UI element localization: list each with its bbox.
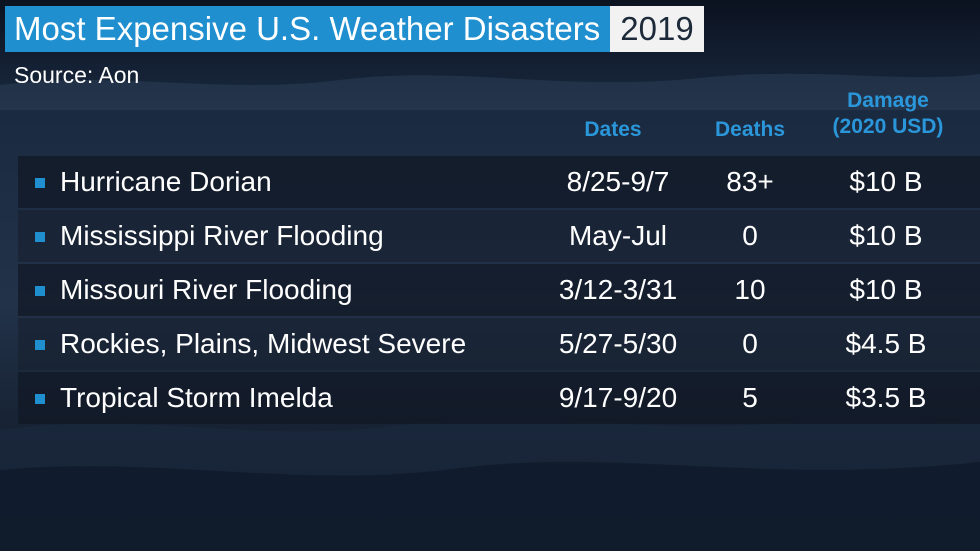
disaster-damage: $10 B [849,220,923,251]
disaster-name: Hurricane Dorian [60,166,272,197]
table-row: Mississippi River Flooding May-Jul 0 $10… [18,210,980,262]
table-header: Dates Deaths Damage (2020 USD) [18,86,980,156]
disaster-damage: $10 B [849,166,923,197]
square-bullet-icon [35,340,45,350]
disaster-deaths: 10 [734,274,766,305]
disaster-dates: 3/12-3/31 [558,274,678,305]
table-row: Rockies, Plains, Midwest Severe 5/27-5/3… [18,318,980,370]
header-damage: Damage (2020 USD) [818,88,958,141]
disaster-name: Missouri River Flooding [60,274,353,305]
disaster-name: Mississippi River Flooding [60,220,384,251]
header-deaths: Deaths [714,118,786,141]
title-bar: Most Expensive U.S. Weather Disasters 20… [5,6,704,52]
disaster-damage: $3.5 B [845,382,927,413]
disaster-dates: 8/25-9/7 [566,166,670,197]
disaster-damage: $10 B [849,274,923,305]
square-bullet-icon [35,232,45,242]
square-bullet-icon [35,286,45,296]
disaster-table: Dates Deaths Damage (2020 USD) Hurricane… [18,86,980,426]
header-dates: Dates [584,118,642,141]
table-row: Tropical Storm Imelda 9/17-9/20 5 $3.5 B [18,372,980,424]
disaster-damage: $4.5 B [845,328,927,359]
header-damage-line2: (2020 USD) [832,115,944,139]
disaster-deaths: 0 [742,328,758,359]
header-damage-line1: Damage [847,89,929,112]
disaster-name: Rockies, Plains, Midwest Severe [60,328,467,359]
source-note: Source: Aon [14,62,140,88]
chart-title: Most Expensive U.S. Weather Disasters [5,6,611,52]
disaster-deaths: 83+ [726,166,774,197]
table-row: Missouri River Flooding 3/12-3/31 10 $10… [18,264,980,316]
year-badge: 2019 [610,6,704,52]
disaster-dates: May-Jul [568,220,667,251]
disaster-name: Tropical Storm Imelda [60,382,333,413]
square-bullet-icon [35,178,45,188]
square-bullet-icon [35,394,45,404]
table-row: Hurricane Dorian 8/25-9/7 83+ $10 B [18,156,980,208]
disaster-deaths: 5 [742,382,758,413]
disaster-dates: 5/27-5/30 [558,328,678,359]
disaster-dates: 9/17-9/20 [558,382,678,413]
disaster-deaths: 0 [742,220,758,251]
